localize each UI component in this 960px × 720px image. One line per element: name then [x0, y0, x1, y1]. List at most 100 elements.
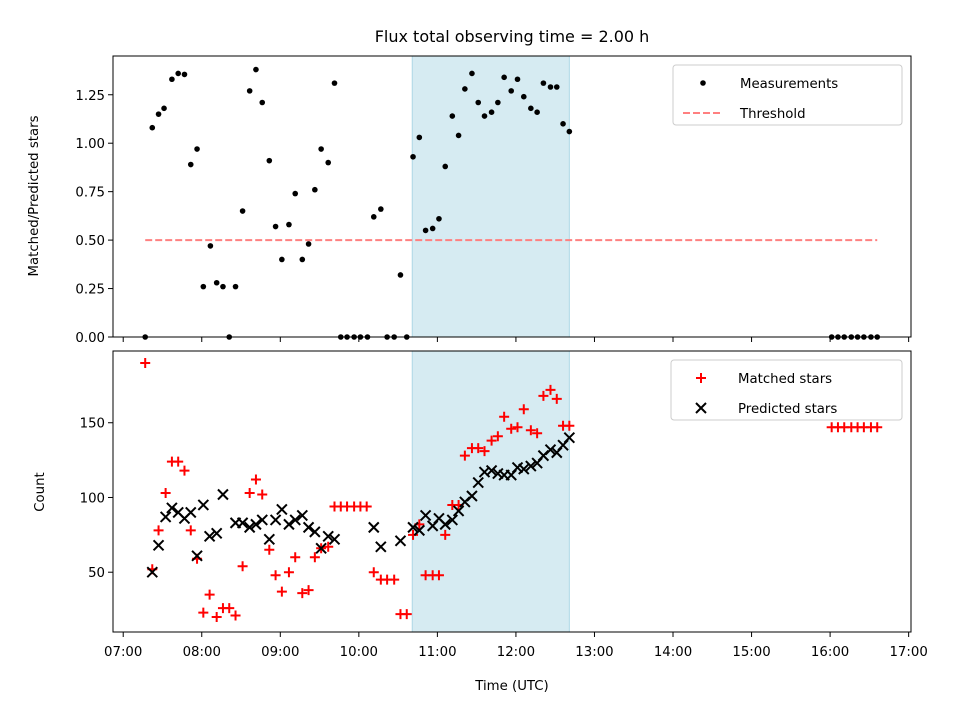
legend-box — [672, 64, 903, 126]
y-tick-label: 1.25 — [75, 89, 105, 104]
measurement-point — [175, 70, 181, 77]
measurement-point — [475, 99, 482, 106]
measurement-point — [232, 283, 239, 290]
y-tick-label: 0.25 — [75, 283, 105, 298]
measurement-point — [528, 105, 534, 112]
y-tick-label: 0.00 — [75, 331, 105, 346]
legend-label: Threshold — [739, 107, 806, 122]
measurement-point — [495, 99, 501, 106]
legend-label: Matched stars — [738, 372, 832, 387]
measurement-point — [220, 283, 226, 290]
x-tick-label: 17:00 — [889, 645, 927, 660]
legend-label: Predicted stars — [738, 402, 837, 417]
measurement-point — [397, 272, 404, 278]
matched-star-point — [264, 544, 275, 555]
predicted-star-point — [518, 463, 530, 475]
legend: Measurements Threshold — [672, 64, 903, 126]
predicted-star-point — [302, 521, 315, 534]
predicted-star-point — [166, 502, 178, 514]
top-y-axis-label: Matched/Predicted stars — [27, 115, 42, 276]
measurement-point — [514, 76, 521, 83]
matched-star-point — [198, 607, 209, 618]
count-panel: 07:00 08:00 09:00 10:00 11:00 12:00 13:00 14:00… — [80, 350, 928, 660]
shaded-span — [411, 350, 570, 633]
measurement-point — [410, 153, 416, 160]
x-tick-label: 14:00 — [654, 645, 692, 660]
matched-star-point — [551, 393, 562, 404]
matched-star-point — [538, 390, 549, 401]
matched-star-point — [525, 425, 536, 436]
measurement-point — [520, 93, 527, 100]
measurement-point — [429, 225, 436, 232]
matched-star-point — [872, 422, 883, 433]
x-tick-label: 09:00 — [261, 645, 299, 660]
matched-star-point — [532, 428, 543, 439]
measurement-point — [331, 80, 338, 86]
matched-star-point — [459, 450, 470, 461]
measurement-point — [161, 105, 167, 112]
predicted-star-point — [250, 518, 262, 531]
predicted-star-point — [217, 488, 229, 501]
measurement-point — [279, 256, 285, 263]
matched-star-point — [440, 529, 451, 540]
predicted-star-point — [296, 509, 308, 522]
predicted-star-point — [375, 541, 387, 553]
legend-marker-dot — [700, 80, 706, 86]
measurement-point — [194, 146, 200, 152]
matched-star-point — [224, 603, 235, 614]
measurement-point — [149, 124, 156, 131]
measurement-point — [181, 71, 188, 78]
matched-star-point — [237, 561, 248, 572]
measurement-point — [540, 80, 547, 86]
predicted-star-point — [256, 514, 268, 526]
measurement-point — [305, 241, 312, 247]
matched-star-point — [492, 431, 503, 442]
measurement-point — [286, 221, 292, 228]
matched-star-point — [179, 465, 190, 476]
matched-star-point — [290, 552, 301, 563]
matched-star-point — [153, 525, 164, 536]
measurement-point — [455, 132, 462, 139]
measurement-point — [436, 215, 442, 222]
predicted-star-point — [485, 464, 498, 477]
matched-star-point — [473, 443, 484, 454]
x-tick-label: 13:00 — [575, 645, 613, 660]
measurement-point — [292, 190, 299, 197]
matched-star-point — [257, 489, 268, 500]
matched-star-point — [283, 567, 294, 578]
predicted-star-point — [544, 443, 557, 456]
predicted-star-point — [283, 518, 295, 531]
predicted-star-point — [525, 460, 537, 472]
x-tick-label: 16:00 — [811, 645, 849, 660]
predicted-star-point — [197, 499, 210, 511]
predicted-star-point — [236, 517, 249, 529]
measurement-point — [187, 161, 194, 168]
measurement-point — [213, 279, 220, 286]
measurement-point — [547, 84, 554, 90]
predicted-star-point — [466, 490, 478, 502]
measurement-point — [560, 121, 566, 127]
matched-star-point — [518, 404, 529, 415]
measurement-point — [534, 109, 540, 115]
matched-star-point — [140, 357, 151, 368]
measurement-point — [253, 66, 259, 73]
predicted-star-point — [210, 527, 223, 540]
measurement-point — [272, 223, 279, 230]
x-tick-label: 08:00 — [183, 645, 221, 660]
matched-star-point — [211, 612, 222, 623]
predicted-star-point — [269, 514, 282, 526]
matched-star-point — [433, 570, 444, 581]
predicted-star-point — [472, 476, 484, 489]
matched-star-point — [173, 456, 184, 467]
legend-label: Measurements — [740, 77, 838, 92]
measurement-point — [299, 256, 306, 263]
predicted-star-point — [152, 539, 165, 552]
x-tick-label: 15:00 — [732, 645, 770, 660]
predicted-star-point — [309, 526, 321, 538]
matched-star-point — [361, 501, 372, 512]
matched-star-point — [499, 411, 510, 422]
predicted-star-point — [419, 509, 432, 522]
measurement-point — [422, 227, 429, 234]
matched-star-point — [309, 552, 320, 563]
